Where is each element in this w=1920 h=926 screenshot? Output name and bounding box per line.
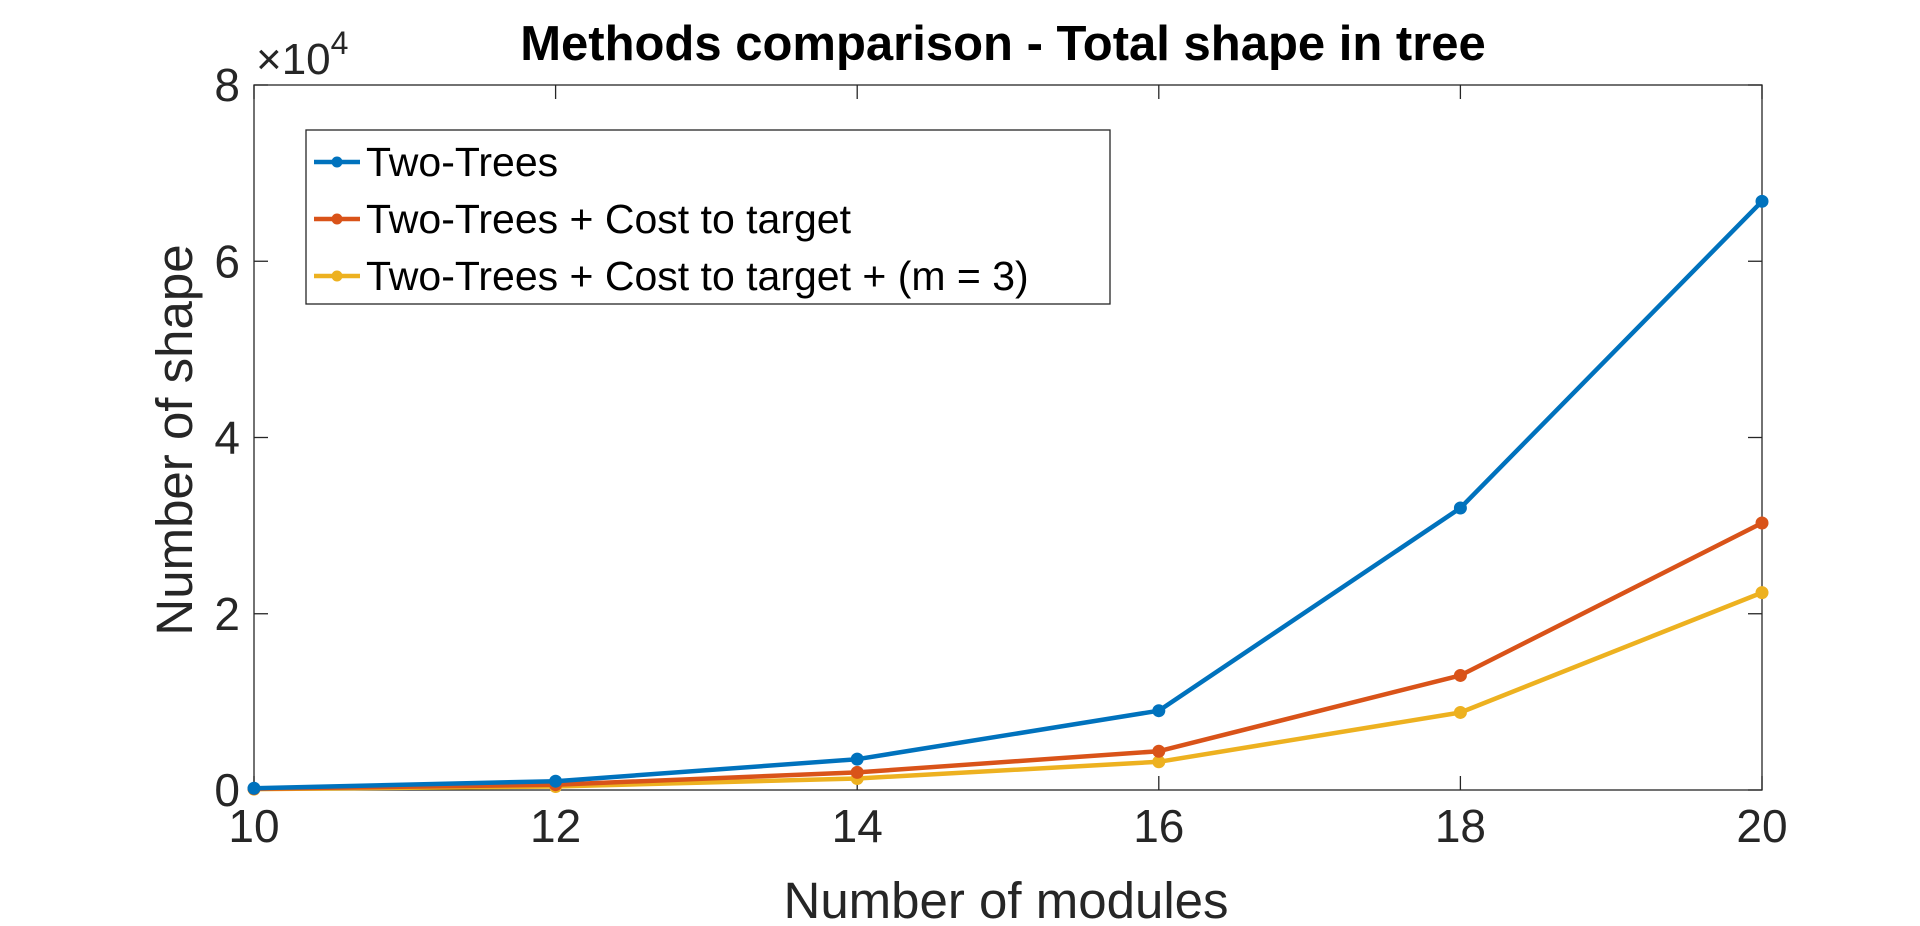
x-axis-label: Number of modules	[783, 872, 1228, 926]
series-layer	[247, 194, 1769, 796]
data-point	[1152, 744, 1166, 758]
legend-label: Two-Trees + Cost to target	[366, 196, 852, 242]
legend-swatch-marker	[331, 156, 343, 168]
data-point	[549, 774, 563, 788]
y-tick-label: 0	[214, 764, 240, 816]
data-point	[1755, 194, 1769, 208]
x-tick-label: 20	[1736, 800, 1787, 852]
legend-item: Two-Trees + Cost to target + (m = 3)	[314, 253, 1029, 299]
legend: Two-Trees Two-Trees + Cost to target Two-T…	[305, 129, 1111, 305]
legend-swatch-marker	[331, 270, 343, 282]
y-tick-label: 4	[214, 412, 240, 464]
series-line	[253, 520, 1764, 791]
x-tick-label: 18	[1435, 800, 1486, 852]
x-tick-label: 14	[832, 800, 883, 852]
y-axis-multiplier-base: ×10	[256, 35, 331, 84]
y-axis-label: Number of shape	[146, 244, 203, 635]
data-point	[1453, 705, 1467, 719]
legend-item: Two-Trees	[314, 139, 558, 185]
data-point	[1755, 516, 1769, 530]
x-axis-ticks: 10 12 14 16 18 20	[228, 85, 1788, 852]
data-point	[1453, 668, 1467, 682]
x-tick-label: 10	[228, 800, 279, 852]
y-tick-label: 8	[214, 59, 240, 111]
data-point	[850, 765, 864, 779]
chart-title: Methods comparison - Total shape in tree	[520, 17, 1486, 71]
data-point	[1453, 501, 1467, 515]
legend-box	[305, 129, 1111, 305]
x-tick-label: 16	[1133, 800, 1184, 852]
data-point	[247, 781, 261, 795]
y-tick-label: 2	[214, 588, 240, 640]
y-axis-multiplier-exponent: 4	[331, 25, 349, 61]
series-1	[247, 194, 1769, 795]
data-point	[1152, 704, 1166, 718]
legend-label: Two-Trees	[366, 139, 558, 185]
y-tick-label: 6	[214, 235, 240, 287]
y-axis-multiplier: ×104	[256, 25, 348, 84]
series-2	[247, 516, 1769, 796]
legend-label: Two-Trees + Cost to target + (m = 3)	[366, 253, 1029, 299]
legend-item: Two-Trees + Cost to target	[314, 196, 852, 242]
series-line	[253, 199, 1764, 791]
data-point	[850, 752, 864, 766]
y-axis-ticks: 0 2 4 6 8	[214, 59, 1762, 816]
data-point	[1152, 755, 1166, 769]
legend-swatch-marker	[331, 213, 343, 225]
x-tick-label: 12	[530, 800, 581, 852]
data-point	[1755, 586, 1769, 600]
